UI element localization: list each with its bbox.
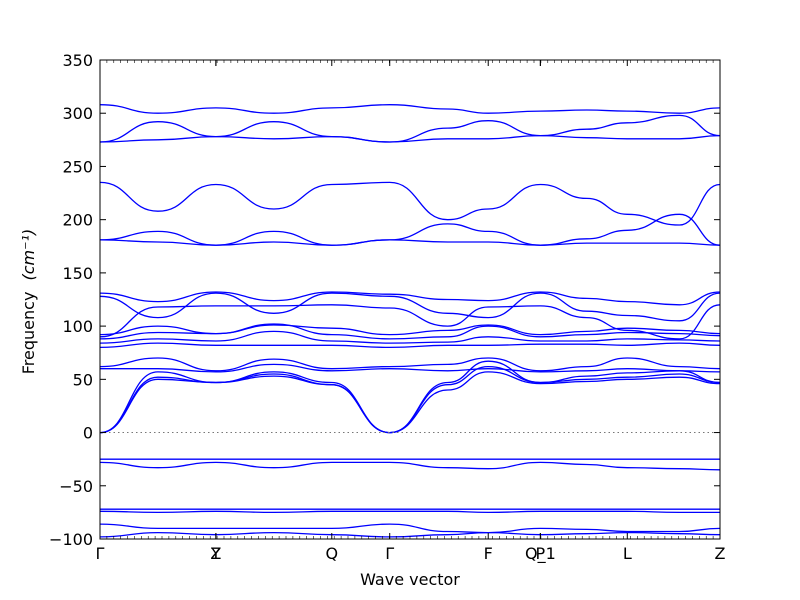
x-tick-label: L bbox=[623, 544, 632, 563]
band-line bbox=[99, 181, 721, 226]
x-tick-label: Q bbox=[325, 544, 338, 563]
y-axis-title-text: Frequency bbox=[19, 292, 38, 375]
band-line bbox=[99, 330, 721, 344]
y-tick-label: 200 bbox=[62, 211, 93, 230]
band-line bbox=[99, 291, 721, 306]
band-line bbox=[99, 510, 720, 514]
y-tick-label: 150 bbox=[62, 264, 93, 283]
band-line bbox=[99, 357, 721, 372]
band-line bbox=[99, 342, 721, 349]
y-tick-label: −100 bbox=[49, 530, 93, 549]
y-tick-label: 350 bbox=[62, 51, 93, 70]
x-tick-label: Γ bbox=[385, 544, 394, 563]
plot-frame bbox=[99, 59, 721, 540]
x-tick-label: Z bbox=[715, 544, 726, 563]
band-line bbox=[100, 363, 721, 373]
x-tick-label: Z bbox=[210, 544, 221, 563]
y-axis-unit: (cm⁻¹) bbox=[19, 229, 38, 281]
bands-layer bbox=[99, 104, 721, 538]
x-tick-label: Γ bbox=[96, 544, 105, 563]
band-line bbox=[99, 134, 721, 143]
x-tick-label: Y bbox=[210, 544, 221, 563]
band-line bbox=[99, 304, 721, 340]
y-tick-label: 300 bbox=[62, 104, 93, 123]
band-line bbox=[99, 523, 721, 534]
band-line bbox=[99, 461, 721, 471]
y-tick-label: 250 bbox=[62, 157, 93, 176]
x-tick-label: F bbox=[484, 544, 493, 563]
y-tick-label: 50 bbox=[73, 370, 93, 389]
y-tick-label: 0 bbox=[83, 424, 93, 443]
band-line bbox=[99, 371, 721, 434]
x-tick-label: P bbox=[536, 544, 546, 563]
band-line bbox=[99, 104, 721, 114]
x-axis-title: Wave vector bbox=[360, 570, 460, 589]
y-axis-title: Frequency (cm⁻¹) bbox=[19, 229, 38, 374]
y-axis: −100 −50 0 50 100 150 200 250 300 350 bbox=[49, 51, 720, 549]
y-tick-label: 100 bbox=[62, 317, 93, 336]
band-line bbox=[99, 292, 721, 322]
x-tick-label: Q_1 bbox=[525, 544, 556, 564]
x-axis: Γ YZ Q Γ F PQ_1 L Z bbox=[96, 60, 726, 564]
band-line bbox=[99, 239, 721, 246]
band-line bbox=[99, 323, 721, 340]
y-tick-label: −50 bbox=[59, 477, 93, 496]
